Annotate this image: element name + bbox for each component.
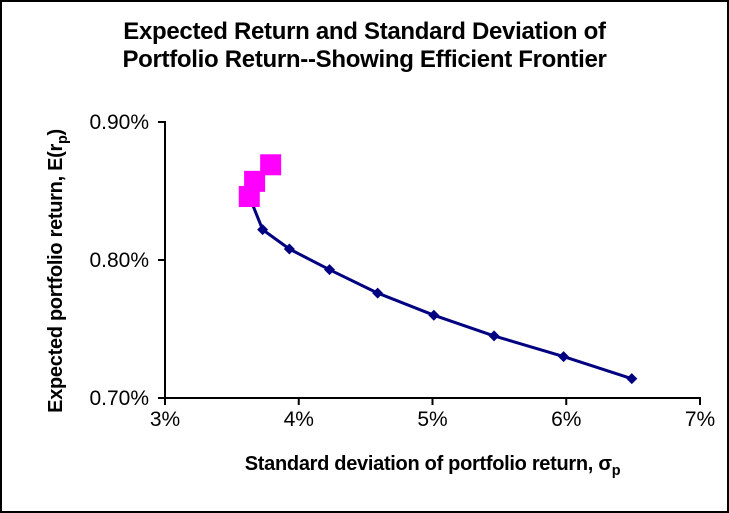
portfolio-point-diamond xyxy=(372,287,384,299)
x-tick-label: 3% xyxy=(150,408,180,431)
portfolio-point-diamond xyxy=(488,330,500,342)
x-axis-title-sigma-symbol: σ xyxy=(598,453,612,475)
chart-title-line2: Portfolio Return--Showing Efficient Fron… xyxy=(122,46,607,73)
chart-title: Expected Return and Standard Deviation o… xyxy=(2,18,727,74)
portfolio-point-diamond xyxy=(283,243,295,255)
x-tick-label: 4% xyxy=(284,408,314,431)
portfolio-point-diamond xyxy=(257,224,269,236)
x-tick-label: 6% xyxy=(551,408,581,431)
portfolio-point-diamond xyxy=(558,351,570,363)
x-axis-title-subscript: p xyxy=(611,463,621,479)
y-tick-label: 0.70% xyxy=(89,387,149,410)
portfolio-point-diamond xyxy=(428,309,440,321)
efficient-point-square xyxy=(238,186,260,208)
y-tick-label: 0.90% xyxy=(89,111,149,134)
efficient-point-square xyxy=(260,154,282,176)
frontier-curve xyxy=(247,163,634,381)
chart-title-line1: Expected Return and Standard Deviation o… xyxy=(123,18,606,45)
x-axis-title: Standard deviation of portfolio return, … xyxy=(165,453,700,479)
y-tick-label: 0.80% xyxy=(89,249,149,272)
portfolio-point-diamond xyxy=(626,373,638,385)
x-axis-title-text: Standard deviation of portfolio return, xyxy=(244,453,599,475)
x-tick-label: 7% xyxy=(685,408,715,431)
portfolio-point-diamond xyxy=(324,264,336,276)
x-tick-label: 5% xyxy=(417,408,447,431)
